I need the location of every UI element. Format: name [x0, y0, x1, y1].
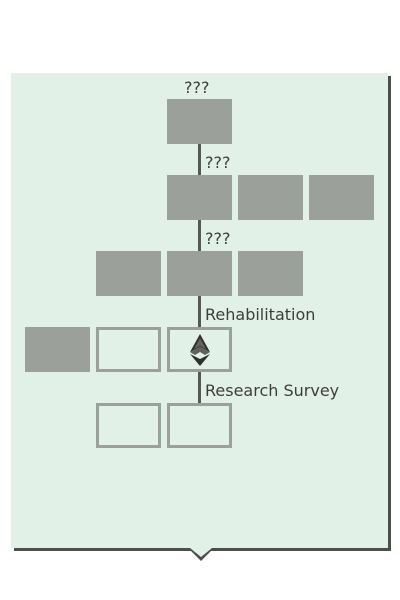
tree-node-open[interactable] [96, 403, 161, 448]
tree-node-locked[interactable] [167, 99, 232, 144]
tier-label-rehabilitation: Rehabilitation [205, 305, 316, 324]
tree-connector [198, 295, 201, 327]
tree-connector [198, 143, 201, 175]
tree-node-locked[interactable] [238, 175, 303, 220]
tree-node-locked[interactable] [25, 327, 90, 372]
tree-node-locked[interactable] [167, 251, 232, 296]
tree-node-locked[interactable] [167, 175, 232, 220]
tree-connector [198, 371, 201, 403]
tree-node-open[interactable] [167, 403, 232, 448]
panel-shadow [388, 76, 391, 551]
tier-label: ??? [205, 153, 231, 172]
tree-node-locked[interactable] [238, 251, 303, 296]
tree-connector [198, 219, 201, 251]
tree-node-open[interactable] [96, 327, 161, 372]
tree-node-current[interactable] [167, 327, 232, 372]
tree-node-locked[interactable] [96, 251, 161, 296]
tier-label-research-survey: Research Survey [205, 381, 340, 400]
tooltip-pointer-icon [188, 548, 214, 561]
tree-node-locked[interactable] [309, 175, 374, 220]
tier-label: ??? [184, 78, 210, 97]
player-marker-icon [189, 333, 210, 366]
tier-label: ??? [205, 229, 231, 248]
